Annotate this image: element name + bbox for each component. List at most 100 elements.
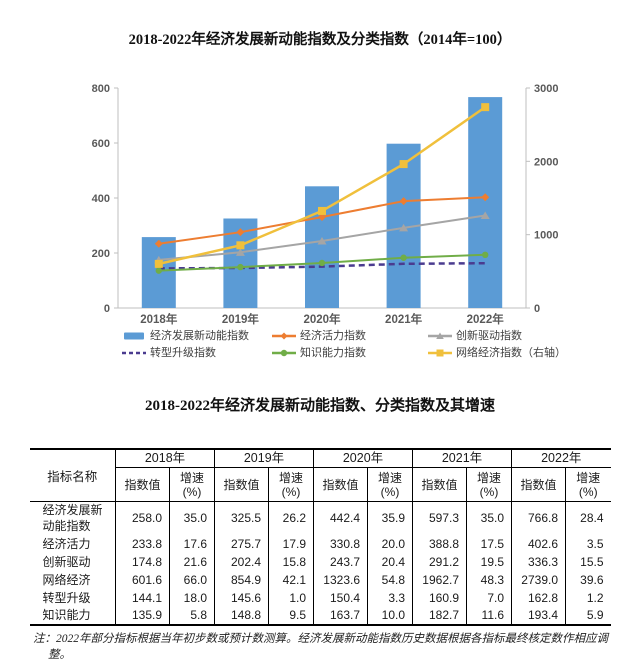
svg-text:0: 0: [534, 303, 540, 315]
index-table: 指标名称 2018年 2019年 2020年 2021年 2022年 指数值 增速 (%) 指数…: [29, 448, 611, 626]
table-subheader-growth: 增速 (%): [367, 467, 413, 502]
growth-rate-cell: 1.0: [268, 588, 314, 607]
growth-rate-cell: 54.8: [367, 570, 413, 589]
growth-rate-cell: 17.9: [268, 534, 314, 553]
table-row-5: 知识能力 135.9 5.8 148.8 9.5 163.7 10.0 182.7 11.6 19…: [29, 606, 611, 625]
table-subheader-value: 指数值: [115, 467, 170, 502]
index-value-cell: 442.4: [313, 501, 368, 535]
growth-rate-cell: 7.0: [466, 588, 512, 607]
index-value-cell: 162.8: [511, 588, 566, 607]
svg-text:400: 400: [92, 193, 110, 205]
left-axis-ticks: 0 200 400 600 800: [92, 83, 118, 315]
growth-rate-cell: 26.2: [268, 501, 314, 535]
row-indicator-name: 转型升级: [29, 588, 116, 607]
svg-text:2019年: 2019年: [222, 312, 260, 325]
index-value-cell: 275.7: [214, 534, 269, 553]
report-page: 2018-2022年经济发展新动能指数及分类指数（2014年=100） 0 200…: [0, 30, 640, 672]
growth-rate-cell: 9.5: [268, 606, 314, 625]
chart-legend: 经济发展新动能指数 经济活力指数 创新驱动指数转型升级指数 知识能力指数 网络经济指数（…: [122, 329, 640, 360]
legend-label: 转型升级指数: [150, 347, 216, 359]
legend-item-2: 创新驱动指数: [428, 329, 640, 343]
svg-text:3000: 3000: [534, 83, 558, 95]
legend-bar-swatch: [124, 332, 144, 340]
table-header-year-1: 2019年: [214, 449, 314, 468]
table-row-4: 转型升级 144.1 18.0 145.6 1.0 150.4 3.3 160.9 7.0 162…: [29, 588, 611, 607]
table-subheader-growth: 增速 (%): [169, 467, 215, 502]
index-value-cell: 258.0: [115, 501, 170, 535]
legend-label: 经济发展新动能指数: [150, 330, 249, 342]
table-header-year-0: 2018年: [115, 449, 215, 468]
svg-text:2022年: 2022年: [467, 312, 505, 325]
growth-rate-cell: 1.2: [565, 588, 611, 607]
index-value-cell: 148.8: [214, 606, 269, 625]
index-value-cell: 1323.6: [313, 570, 368, 589]
legend-line-swatch: [272, 332, 296, 340]
index-value-cell: 144.1: [115, 588, 170, 607]
growth-rate-cell: 5.8: [169, 606, 215, 625]
index-value-cell: 243.7: [313, 552, 368, 571]
svg-text:600: 600: [92, 138, 110, 150]
index-value-cell: 325.5: [214, 501, 269, 535]
right-axis-ticks: 0 1000 2000 3000: [526, 83, 558, 315]
growth-rate-cell: 42.1: [268, 570, 314, 589]
svg-text:1000: 1000: [534, 230, 558, 242]
growth-rate-cell: 35.9: [367, 501, 413, 535]
index-value-cell: 330.8: [313, 534, 368, 553]
table-row-0: 经济发展新 动能指数 258.0 35.0 325.5 26.2 442.4 35.9 597…: [29, 501, 611, 535]
growth-rate-cell: 19.5: [466, 552, 512, 571]
growth-rate-cell: 3.5: [565, 534, 611, 553]
legend-label: 网络经济指数（右轴）: [456, 347, 566, 359]
legend-item-5: 网络经济指数（右轴）: [428, 346, 640, 360]
index-value-cell: 601.6: [115, 570, 170, 589]
growth-rate-cell: 5.9: [565, 606, 611, 625]
growth-rate-cell: 15.8: [268, 552, 314, 571]
growth-rate-cell: 20.0: [367, 534, 413, 553]
table-row-1: 经济活力 233.8 17.6 275.7 17.9 330.8 20.0 388.8 17.5…: [29, 534, 611, 553]
growth-rate-cell: 39.6: [565, 570, 611, 589]
index-value-cell: 193.4: [511, 606, 566, 625]
index-value-cell: 233.8: [115, 534, 170, 553]
index-value-cell: 336.3: [511, 552, 566, 571]
footnote: 注：2022年部分指标根据当年初步数或预计数测算。经济发展新动能指数历史数据根据…: [33, 632, 608, 661]
growth-rate-cell: 17.6: [169, 534, 215, 553]
growth-rate-cell: 48.3: [466, 570, 512, 589]
growth-rate-cell: 10.0: [367, 606, 413, 625]
x-axis-labels: 2018年 2019年 2020年 2021年 2022年: [140, 312, 505, 326]
index-value-cell: 854.9: [214, 570, 269, 589]
table-row-2: 创新驱动 174.8 21.6 202.4 15.8 243.7 20.4 291.2 19.5…: [29, 552, 611, 571]
line-series-1: [154, 193, 490, 248]
table-title: 2018-2022年经济发展新动能指数、分类指数及其增速: [145, 398, 495, 414]
table-subheader-value: 指数值: [412, 467, 467, 502]
svg-text:2018年: 2018年: [140, 312, 178, 325]
growth-rate-cell: 35.0: [466, 501, 512, 535]
growth-rate-cell: 20.4: [367, 552, 413, 571]
table-subheader-growth: 增速 (%): [565, 467, 611, 502]
index-value-cell: 2739.0: [511, 570, 566, 589]
svg-text:2000: 2000: [534, 156, 558, 168]
index-value-cell: 182.7: [412, 606, 467, 625]
row-indicator-name: 经济活力: [29, 534, 116, 553]
line-series-4: [155, 251, 489, 274]
combo-chart: 0 200 400 600 800 0 1000 2000 3000 2018年 2019年 2020…: [0, 75, 640, 326]
svg-text:2020年: 2020年: [303, 312, 341, 325]
row-indicator-name: 网络经济: [29, 570, 116, 589]
index-value-cell: 145.6: [214, 588, 269, 607]
svg-text:800: 800: [92, 83, 110, 95]
table-subheader-growth: 增速 (%): [466, 467, 512, 502]
growth-rate-cell: 21.6: [169, 552, 215, 571]
growth-rate-cell: 11.6: [466, 606, 512, 625]
index-value-cell: 1962.7: [412, 570, 467, 589]
legend-item-1: 经济活力指数: [272, 329, 428, 343]
growth-rate-cell: 17.5: [466, 534, 512, 553]
legend-item-3: 转型升级指数: [122, 346, 272, 360]
table-subheader-value: 指数值: [511, 467, 566, 502]
legend-label: 经济活力指数: [300, 330, 366, 342]
legend-line-swatch: [428, 349, 452, 357]
legend-label: 知识能力指数: [300, 347, 366, 359]
growth-rate-cell: 35.0: [169, 501, 215, 535]
index-value-cell: 597.3: [412, 501, 467, 535]
table-header-year-3: 2021年: [412, 449, 512, 468]
table-row-3: 网络经济 601.6 66.0 854.9 42.1 1323.6 54.8 1962.7 48…: [29, 570, 611, 589]
table-header-year-4: 2022年: [511, 449, 611, 468]
index-value-cell: 135.9: [115, 606, 170, 625]
